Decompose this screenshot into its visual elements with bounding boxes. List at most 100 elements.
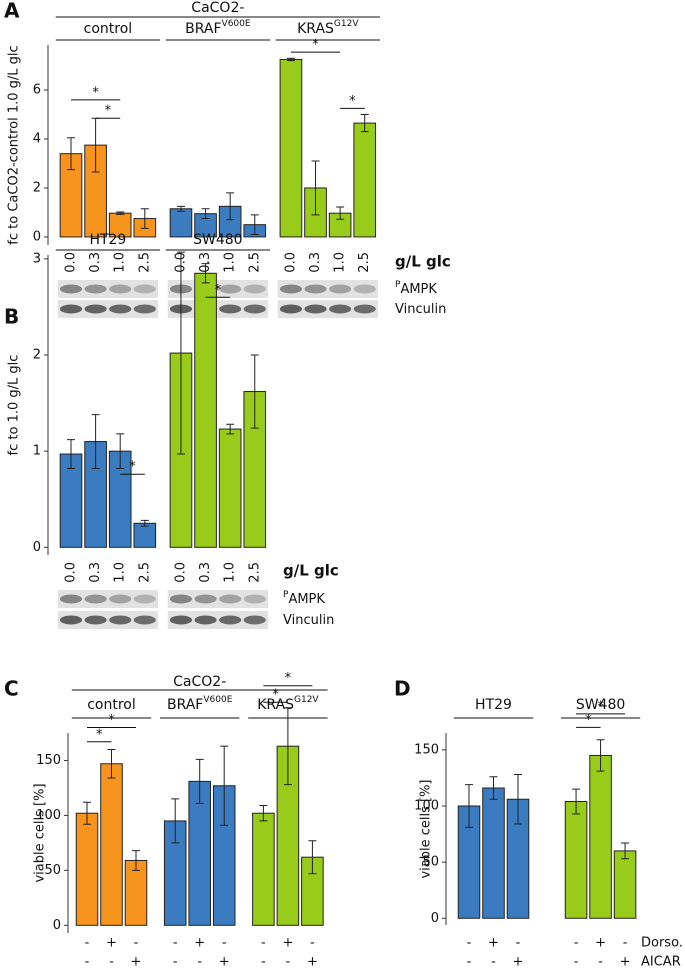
y-tick-label: 3 [33,251,41,266]
error-bar [91,414,100,469]
blot-band [133,284,156,294]
error-bar [176,251,185,455]
text-part: Vinculin [395,302,446,317]
blot-band [194,615,217,625]
error-bar [220,745,229,826]
super-title: CaCO2- [191,0,244,16]
error-bar [250,214,259,235]
condition-mark: - [286,955,291,970]
blot-band [109,615,132,625]
significance-label: * [129,460,136,475]
blot-band [109,284,132,294]
condition-mark: - [574,955,579,970]
significance-label: * [597,699,604,714]
group-label: KRASG12V [257,695,319,714]
condition-mark: + [282,936,293,951]
error-bar [140,208,149,229]
condition-mark: - [491,955,496,970]
error-bar [140,519,149,527]
bar [169,208,193,238]
condition-label: AICAR [641,955,681,970]
error-bar [116,211,125,215]
y-tick-label: 2 [33,348,41,363]
blot-band [304,304,327,314]
error-bar [308,840,317,875]
bar [353,122,377,238]
error-bar [572,788,581,815]
condition-mark: - [85,936,90,951]
text-part: control [87,697,136,713]
text-part: AMPK [288,592,325,607]
condition-mark: - [173,955,178,970]
x-tick-label: 1.0 [223,562,238,583]
blot-band [84,304,107,314]
text-part: G12V [294,695,319,705]
error-bar [286,57,295,62]
y-tick-label: 0 [431,911,439,926]
error-bar [176,205,185,212]
condition-mark: - [261,955,266,970]
x-tick-label: 2.5 [137,562,152,583]
condition-mark: + [488,936,499,951]
blot-band [219,615,242,625]
text-part: SW480 [193,232,242,248]
group-label: BRAFV600E [167,695,233,714]
significance-label: * [215,283,222,298]
significance-label: * [272,688,279,703]
blot-strip [277,280,378,298]
blot-band [59,615,83,625]
blot-band [169,594,193,604]
blot-band [219,304,242,314]
blot-band [353,284,376,294]
blot-band [219,284,242,294]
bar [564,800,588,919]
x-tick-label: 0.0 [64,252,79,273]
blot-strip [57,611,159,629]
x-tick-label: 0.3 [308,252,323,273]
condition-mark: - [173,936,178,951]
y-tick-label: 100 [36,808,61,823]
error-bar [596,739,605,772]
blot-band [194,594,217,604]
blot-label: PAMPK [395,280,437,297]
text-part: KRAS [297,21,334,37]
group-label: BRAFV600E [185,19,251,38]
condition-mark: - [134,936,139,951]
bar [75,812,99,926]
y-tick-label: 0 [33,229,41,244]
bar [613,850,637,919]
error-bar [336,206,345,220]
bar [589,754,612,919]
text-part: SW480 [576,697,625,713]
x-tick-label: 1.0 [333,252,348,273]
blot-band [243,284,266,294]
y-tick-label: 150 [414,742,439,757]
blot-strip [167,590,269,608]
x-axis-label: g/L glc [395,253,451,271]
significance-label: * [349,94,356,109]
bar [279,58,303,238]
blot-band [84,594,107,604]
condition-mark: - [261,936,266,951]
x-tick-label: 2.5 [247,252,262,273]
significance-label: * [585,713,592,728]
panel-letter: A [4,0,20,23]
y-axis-label: fc to CaCO2-control 1.0 g/L glc [7,45,22,244]
significance-label: * [312,38,319,53]
text-part: BRAF [185,21,221,37]
text-part: P [283,590,289,600]
group-label: control [84,21,133,37]
group-label: SW480 [576,697,625,713]
condition-mark: + [131,955,142,970]
x-tick-label: 0.0 [173,562,188,583]
text-part: V600E [203,695,232,705]
blot-band [329,284,352,294]
x-tick-label: 0.0 [283,252,298,273]
panel-letter: C [4,677,19,701]
blot-band [243,594,266,604]
error-bar [360,114,369,133]
blot-strip [277,300,378,318]
panel-letter: D [394,677,411,701]
blot-band [84,284,107,294]
error-bar [259,805,268,822]
